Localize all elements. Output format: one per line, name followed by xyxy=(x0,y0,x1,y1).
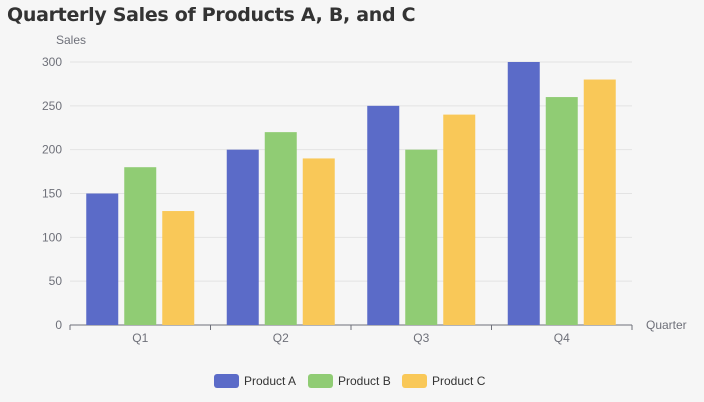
x-tick-label: Q2 xyxy=(273,331,289,345)
y-tick-label: 50 xyxy=(49,274,63,288)
bar-product-b xyxy=(124,167,157,325)
x-tick-label: Q4 xyxy=(554,331,570,345)
legend-swatch xyxy=(402,374,427,388)
y-tick-label: 200 xyxy=(42,143,62,157)
x-axis-label: Quarter xyxy=(646,318,687,332)
bar-product-c xyxy=(583,79,616,326)
bar-product-a xyxy=(86,193,119,325)
y-tick-label: 0 xyxy=(55,318,62,332)
bar-product-c xyxy=(302,158,335,325)
legend-label: Product A xyxy=(244,374,296,388)
y-tick-label: 250 xyxy=(42,99,62,113)
bar-product-b xyxy=(405,149,438,325)
legend-swatch xyxy=(308,374,333,388)
legend-label: Product C xyxy=(432,374,486,388)
bar-product-a xyxy=(226,149,259,325)
y-tick-label: 300 xyxy=(42,55,62,69)
bar-product-a xyxy=(367,105,400,325)
bar-product-b xyxy=(545,97,578,325)
x-tick-label: Q3 xyxy=(413,331,429,345)
x-tick-label: Q1 xyxy=(132,331,148,345)
bar-product-a xyxy=(507,62,540,325)
bar-product-c xyxy=(443,114,476,325)
y-tick-label: 100 xyxy=(42,230,62,244)
chart-title: Quarterly Sales of Products A, B, and C xyxy=(7,4,416,26)
bar-product-b xyxy=(264,132,297,325)
bar-product-c xyxy=(162,211,195,325)
legend-swatch xyxy=(214,374,239,388)
y-axis-label: Sales xyxy=(56,33,86,47)
legend-label: Product B xyxy=(338,374,391,388)
y-tick-label: 150 xyxy=(42,187,62,201)
